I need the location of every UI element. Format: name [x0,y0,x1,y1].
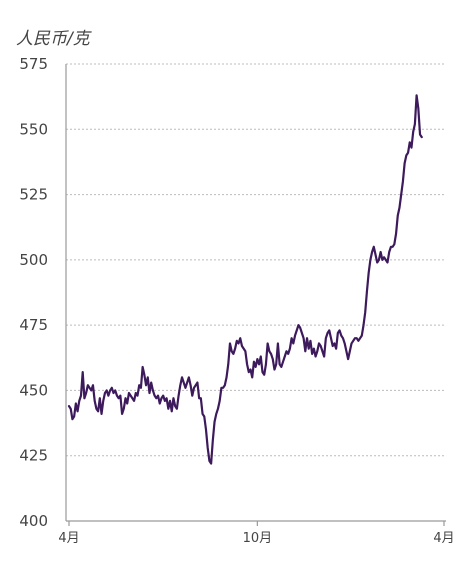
y-tick-label-450: 450 [19,381,48,399]
y-tick-label-575: 575 [19,55,48,73]
y-tick-label-425: 425 [19,447,48,465]
series-layer [67,94,423,465]
y-tick-label-400: 400 [19,512,48,530]
y-tick-label-550: 550 [19,120,48,138]
x-tick-label-2: 4月 [433,531,454,546]
y-tick-label-500: 500 [19,251,48,269]
x-tick-label-0: 4月 [58,531,79,546]
x-tick-label-1: 10月 [243,531,273,546]
axes [65,64,446,522]
x-tick-labels: 4月 10月 4月 [58,521,455,546]
price-series-line [67,94,423,465]
y-tick-label-475: 475 [19,316,48,334]
y-axis-unit-label: 人民币/克 [16,29,90,49]
y-tick-labels: 400 425 450 475 500 525 550 575 [19,55,48,530]
y-tick-label-525: 525 [19,186,48,204]
